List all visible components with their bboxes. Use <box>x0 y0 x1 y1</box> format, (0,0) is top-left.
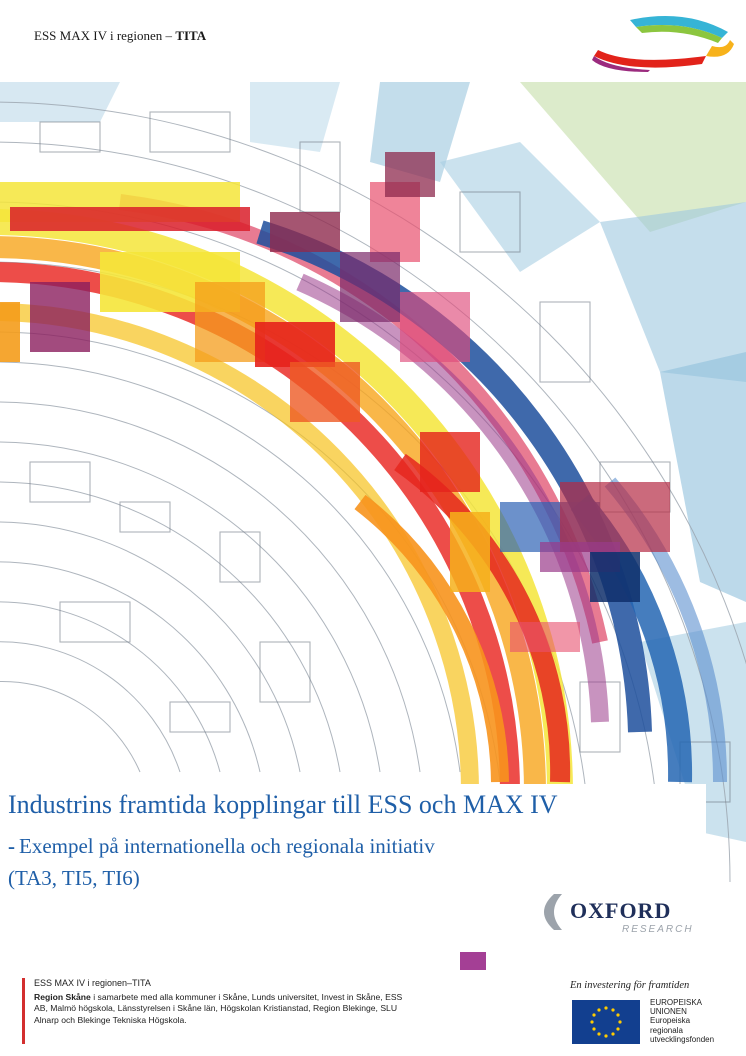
subtitle-line1: Exempel på internationella och regionala… <box>19 834 435 858</box>
doc-label-text: ESS MAX IV i regionen – <box>34 28 173 43</box>
oxford-logo-sub: RESEARCH <box>622 924 694 935</box>
page-footer: ESS MAX IV i regionen–TITA Region Skåne … <box>0 970 746 1056</box>
cover-illustration <box>0 82 746 970</box>
report-subtitle: - Exempel på internationella och regional… <box>8 830 435 894</box>
footer-project-label: ESS MAX IV i regionen–TITA <box>34 978 151 988</box>
eu-line-1: EUROPEISKA <box>650 998 703 1007</box>
eu-line-5: utvecklingsfonden <box>650 1034 715 1044</box>
subtitle-dash: - <box>8 834 15 858</box>
title-block: Industrins framtida kopplingar till ESS … <box>0 784 706 942</box>
footer-partners: Region Skåne i samarbete med alla kommun… <box>34 992 414 1026</box>
doc-label-bold: TITA <box>175 28 207 43</box>
region-logo-icon <box>592 16 734 72</box>
eu-fund-label: EUROPEISKA UNIONEN Europeiska regionala … <box>650 998 714 1044</box>
eu-line-3: Europeiska <box>650 1016 691 1026</box>
cover-arcs-graphic <box>0 82 746 970</box>
report-title: Industrins framtida kopplingar till ESS … <box>8 790 558 819</box>
eu-line-4: regionala <box>650 1025 683 1035</box>
oxford-research-logo: OXFORD RESEARCH <box>544 894 694 935</box>
doc-label: ESS MAX IV i regionen – TITA <box>34 28 206 44</box>
eu-flag-icon <box>572 1000 640 1044</box>
oxford-logo-name: OXFORD <box>570 898 671 923</box>
footer-partner-lead: Region Skåne <box>34 992 91 1002</box>
footer-accent-bar <box>22 978 25 1044</box>
investment-tagline: En investering för framtiden <box>570 980 690 991</box>
eu-line-2: UNIONEN <box>650 1007 687 1017</box>
page-header: ESS MAX IV i regionen – TITA <box>0 0 746 82</box>
subtitle-line2: (TA3, TI5, TI6) <box>8 866 140 890</box>
footer-partner-list: i samarbete med alla kommuner i Skåne, L… <box>34 992 403 1025</box>
